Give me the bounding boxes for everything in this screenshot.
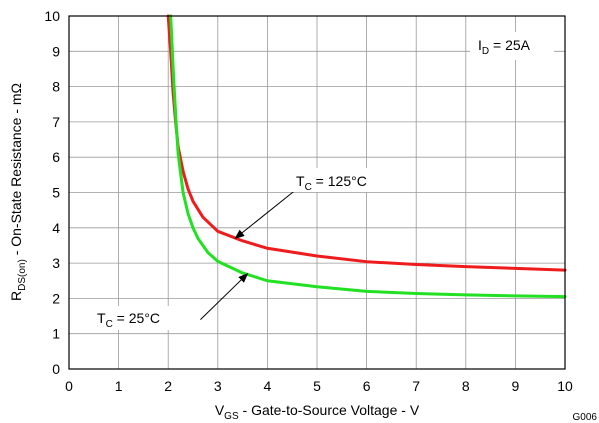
y-tick-label: 5 [52, 185, 60, 201]
y-tick-label: 7 [52, 114, 60, 130]
x-axis-label: VGS - Gate-to-Source Voltage - V [215, 402, 420, 422]
x-tick-label: 1 [115, 378, 123, 394]
y-tick-label: 4 [52, 220, 60, 236]
condition-label: ID = 25A [478, 37, 531, 57]
y-tick-label: 9 [52, 43, 60, 59]
x-tick-label: 8 [462, 378, 470, 394]
x-tick-label: 7 [412, 378, 420, 394]
y-tick-label: 0 [52, 361, 60, 377]
series-25-label-box [94, 306, 190, 330]
tick-labels: 0 1 2 3 4 5 6 7 8 9 10 0 1 2 3 4 5 6 7 8 9 10 [44, 8, 573, 394]
series-125-label-box [292, 168, 396, 192]
condition-box [470, 32, 554, 60]
plot-frame [68, 15, 566, 370]
x-tick-label: 3 [214, 378, 222, 394]
y-axis-label: RDS(on) - On-State Resistance - mΩ [8, 83, 28, 301]
x-tick-label: 6 [363, 378, 371, 394]
x-tick-label: 2 [164, 378, 172, 394]
y-tick-label: 8 [52, 79, 60, 95]
y-tick-label: 2 [52, 290, 60, 306]
series-layer [166, 14, 567, 299]
y-tick-label: 1 [52, 326, 60, 342]
x-tick-label: 9 [512, 378, 520, 394]
y-tick-label: 6 [52, 149, 60, 165]
arrow-to-25c [200, 272, 249, 320]
annotation-layer [200, 190, 295, 320]
x-tick-label: 0 [65, 378, 73, 394]
x-tick-label: 4 [264, 378, 272, 394]
y-tick-label: 10 [44, 8, 60, 24]
series-25-label: TC = 25°C [97, 310, 160, 330]
y-tick-label: 3 [52, 255, 60, 271]
x-tick-label: 10 [557, 378, 573, 394]
arrow-to-125c [234, 190, 295, 240]
series-125-label: TC = 125°C [296, 173, 367, 193]
x-tick-label: 5 [313, 378, 321, 394]
series-25c-line [169, 14, 567, 299]
figure-id: G006 [573, 412, 598, 423]
